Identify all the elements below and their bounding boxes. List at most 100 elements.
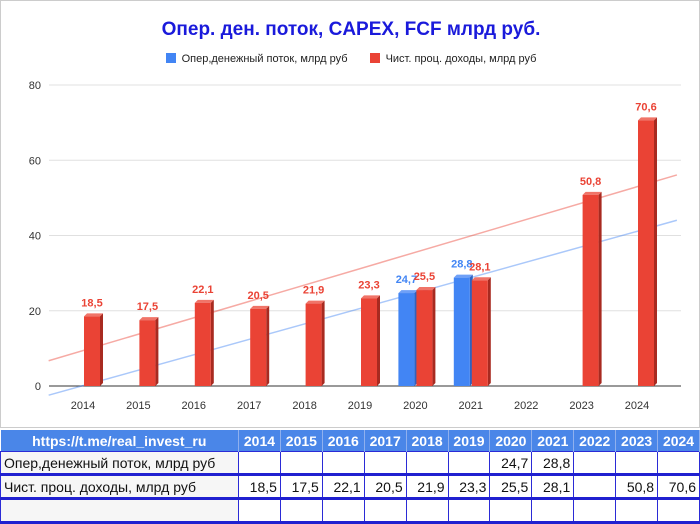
- table-header-year: 2017: [364, 430, 407, 452]
- data-label: 70,6: [635, 101, 656, 113]
- y-tick-label: 80: [29, 80, 41, 92]
- table-header-row: https://t.me/real_invest_ru 2014 2015 2016 2…: [0, 430, 700, 452]
- data-label: 50,8: [580, 176, 601, 188]
- table-cell: [363, 451, 407, 475]
- table-cell: 50,8: [615, 473, 659, 500]
- bar-top: [194, 299, 214, 303]
- table-cell: 18,5: [238, 473, 281, 500]
- data-label: 22,1: [192, 284, 213, 296]
- table-cell: 17,5: [279, 473, 323, 500]
- table-header-year: 2024: [657, 430, 700, 452]
- x-tick-label: 2023: [569, 400, 593, 412]
- bar-side: [432, 287, 436, 386]
- legend-swatch: [165, 53, 176, 63]
- table-header-year: 2016: [322, 430, 365, 452]
- chart-title: Опер. ден. поток, CAPEX, FCF млрд руб.: [161, 19, 541, 40]
- bar-top: [250, 305, 270, 309]
- table-header-year: 2023: [615, 430, 659, 452]
- bar-side: [654, 117, 657, 387]
- table-header-year: 2014: [238, 430, 281, 452]
- table-cell: [405, 451, 449, 475]
- bar-top: [582, 191, 602, 195]
- data-label: 23,3: [358, 279, 379, 291]
- row-label: Чист. проц. доходы, млрд руб: [0, 473, 239, 500]
- table-cell: [279, 451, 323, 475]
- data-label: 28,8: [451, 259, 472, 271]
- legend-item-red: Чист. проц. доходы, млрд руб: [369, 53, 537, 65]
- table-cell: 28,8: [531, 451, 575, 475]
- x-tick-label: 2014: [71, 400, 95, 412]
- x-tick-label: 2019: [348, 400, 372, 412]
- x-tick-label: 2021: [459, 400, 483, 412]
- x-tick-label: 2024: [625, 400, 649, 412]
- bar-side: [266, 305, 270, 386]
- legend-item-blue: Опер,денежный поток, млрд руб: [165, 53, 348, 65]
- bar: [139, 320, 156, 386]
- x-tick-label: 2018: [292, 400, 316, 412]
- table-header-year: 2018: [406, 430, 449, 452]
- table-cell: 23,3: [447, 473, 491, 500]
- table-header-year: 2020: [489, 430, 533, 452]
- legend-label: Чист. проц. доходы, млрд руб: [385, 53, 537, 65]
- data-label: 24,7: [396, 274, 417, 286]
- table-cell: 24,7: [489, 451, 533, 475]
- bar: [250, 308, 267, 386]
- bar: [453, 277, 470, 386]
- bar-top: [471, 277, 491, 281]
- table-cell: [615, 451, 659, 475]
- bar-side: [321, 300, 325, 386]
- x-tick-label: 2015: [126, 400, 150, 412]
- bar-side: [487, 277, 491, 386]
- bar-side: [377, 295, 380, 386]
- bar-top: [305, 300, 325, 304]
- row-label: Опер,денежный поток, млрд руб: [0, 451, 239, 475]
- x-tick-label: 2022: [514, 400, 538, 412]
- table-cell: [447, 451, 491, 475]
- table-header-year: 2019: [448, 430, 491, 452]
- bar-top: [416, 287, 436, 291]
- table-cell: [573, 473, 617, 500]
- table-cell: 22,1: [321, 473, 365, 500]
- table-cell: 28,1: [531, 473, 575, 500]
- data-label: 20,5: [247, 290, 268, 302]
- table-header-year: 2015: [280, 430, 323, 452]
- bar-side: [155, 317, 159, 386]
- table-row: Чист. проц. доходы, млрд руб 18,5 17,5 22,1…: [0, 473, 700, 500]
- bar: [398, 293, 415, 386]
- y-tick-label: 20: [29, 306, 41, 318]
- table-cell: [238, 451, 281, 475]
- bar-side: [210, 299, 214, 386]
- table-cell: [573, 451, 617, 475]
- bar: [582, 194, 599, 386]
- bar-side: [100, 313, 103, 386]
- table-header-link[interactable]: https://t.me/real_invest_ru: [0, 430, 239, 452]
- bar-top: [84, 313, 103, 317]
- bar: [361, 298, 377, 386]
- legend: Опер,денежный поток, млрд руб Чист. проц…: [1, 53, 700, 65]
- plot-area: 0 20 40 60 80 2014 2015 2016 2017 2018 2019 2020 202…: [29, 80, 681, 412]
- table-cell: 21,9: [405, 473, 449, 500]
- bar: [305, 303, 322, 386]
- data-label: 18,5: [81, 297, 102, 309]
- table-header-year: 2021: [531, 430, 575, 452]
- x-tick-label: 2020: [403, 400, 427, 412]
- table-cell: [321, 451, 365, 475]
- bar-top: [638, 117, 657, 121]
- bar: [471, 280, 488, 386]
- bar-top: [398, 290, 418, 294]
- legend-swatch: [369, 53, 380, 63]
- data-table: https://t.me/real_invest_ru 2014 2015 2016 2…: [0, 430, 700, 524]
- y-tick-label: 0: [35, 381, 41, 393]
- bar-top: [361, 295, 380, 299]
- y-tick-label: 40: [29, 231, 41, 243]
- table-cell: 25,5: [489, 473, 533, 500]
- bar-top: [139, 317, 159, 321]
- table-cell: [657, 451, 700, 475]
- bar: [416, 290, 433, 386]
- bar: [638, 120, 654, 387]
- bar-side: [598, 191, 602, 386]
- table-cell: 70,6: [657, 473, 700, 500]
- x-tick-label: 2016: [182, 400, 206, 412]
- table-row: Опер,денежный поток, млрд руб 24,7 28,8: [0, 451, 700, 475]
- data-label: 28,1: [469, 261, 490, 273]
